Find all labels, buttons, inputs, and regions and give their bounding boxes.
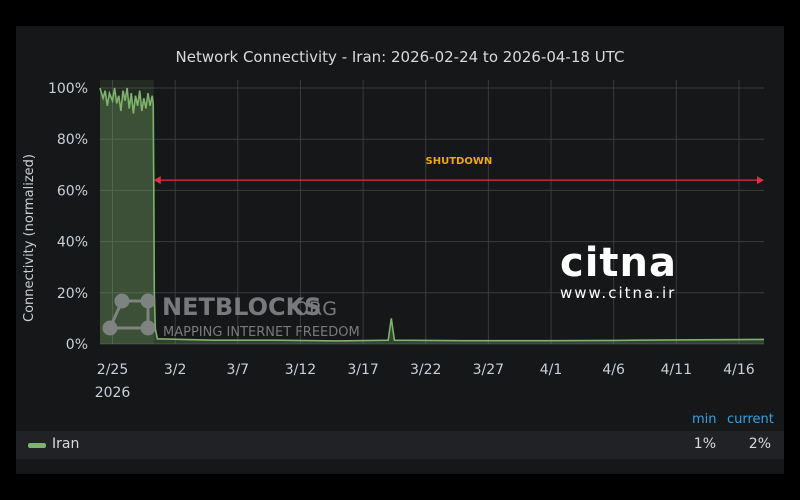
netblocks-tagline: MAPPING INTERNET FREEDOM <box>163 325 360 340</box>
legend-header-current[interactable]: current <box>727 412 774 427</box>
y-tick-label: 0% <box>66 337 88 353</box>
shutdown-label: SHUTDOWN <box>426 156 493 167</box>
grid <box>100 80 764 345</box>
chart-title: Network Connectivity - Iran: 2026-02-24 … <box>176 48 625 66</box>
y-tick-label: 20% <box>57 286 88 302</box>
x-tick-label: 4/11 <box>661 362 692 378</box>
legend-min-value: 1% <box>693 436 716 452</box>
x-tick-label: 3/17 <box>347 362 378 378</box>
legend-current-value: 2% <box>748 436 771 452</box>
y-tick-label: 60% <box>57 183 88 199</box>
netblocks-watermark: NETBLOCKS .ORG MAPPING INTERNET FREEDOM <box>102 293 360 340</box>
shutdown-range-arrow-right <box>757 176 764 185</box>
netblocks-org: .ORG <box>288 298 337 320</box>
x-tick-label: 4/16 <box>723 362 755 378</box>
y-tick-label: 80% <box>57 132 88 148</box>
x-tick-year-label: 2026 <box>95 385 131 401</box>
citna-watermark: citna www.citna.ir <box>560 240 677 302</box>
legend-header-min[interactable]: min <box>692 412 717 427</box>
x-axis-ticks: 2/25 2026 3/2 3/7 3/12 3/17 3/22 3/27 4/1 4/6 4/11… <box>95 362 755 401</box>
y-axis-label: Connectivity (normalized) <box>22 154 37 322</box>
graph-panel: Network Connectivity - Iran: 2026-02-24 … <box>16 26 784 474</box>
x-tick-label: 2/25 <box>97 362 128 378</box>
shutdown-range-arrow-left <box>153 176 161 185</box>
series-line-iran[interactable] <box>99 87 765 342</box>
series-layer <box>99 87 765 344</box>
x-tick-label: 3/22 <box>410 362 441 378</box>
x-tick-label: 3/2 <box>164 362 187 378</box>
x-tick-label: 3/27 <box>473 362 504 378</box>
chart: Network Connectivity - Iran: 2026-02-24 … <box>22 48 765 401</box>
netblocks-brand: NETBLOCKS <box>162 293 321 321</box>
y-tick-label: 100% <box>48 81 88 97</box>
x-tick-label: 3/7 <box>227 362 250 378</box>
shutdown-annotation: SHUTDOWN <box>153 156 764 185</box>
legend-row-iran[interactable]: Iran 1% 2% <box>16 431 784 459</box>
legend-series-name[interactable]: Iran <box>52 436 80 452</box>
x-tick-label: 4/1 <box>540 362 563 378</box>
x-tick-label: 4/6 <box>602 362 625 378</box>
citna-logo: citna <box>560 240 677 286</box>
citna-url: www.citna.ir <box>560 284 676 302</box>
y-tick-label: 40% <box>57 235 88 251</box>
legend-color-swatch <box>28 443 46 448</box>
netblocks-logo-icon <box>102 293 156 336</box>
legend-header: min current <box>16 410 784 430</box>
x-tick-label: 3/12 <box>285 362 316 378</box>
y-axis-ticks: 0% 20% 40% 60% 80% 100% <box>48 81 88 353</box>
